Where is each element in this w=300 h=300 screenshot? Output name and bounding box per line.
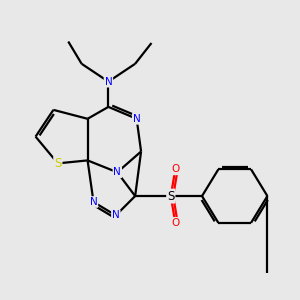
Text: S: S	[167, 190, 175, 202]
Text: O: O	[171, 218, 179, 228]
Text: S: S	[54, 157, 61, 170]
Text: N: N	[104, 76, 112, 87]
Text: N: N	[113, 167, 121, 177]
Text: N: N	[90, 197, 98, 207]
Text: N: N	[112, 210, 120, 220]
Text: N: N	[133, 114, 140, 124]
Text: O: O	[171, 164, 179, 174]
